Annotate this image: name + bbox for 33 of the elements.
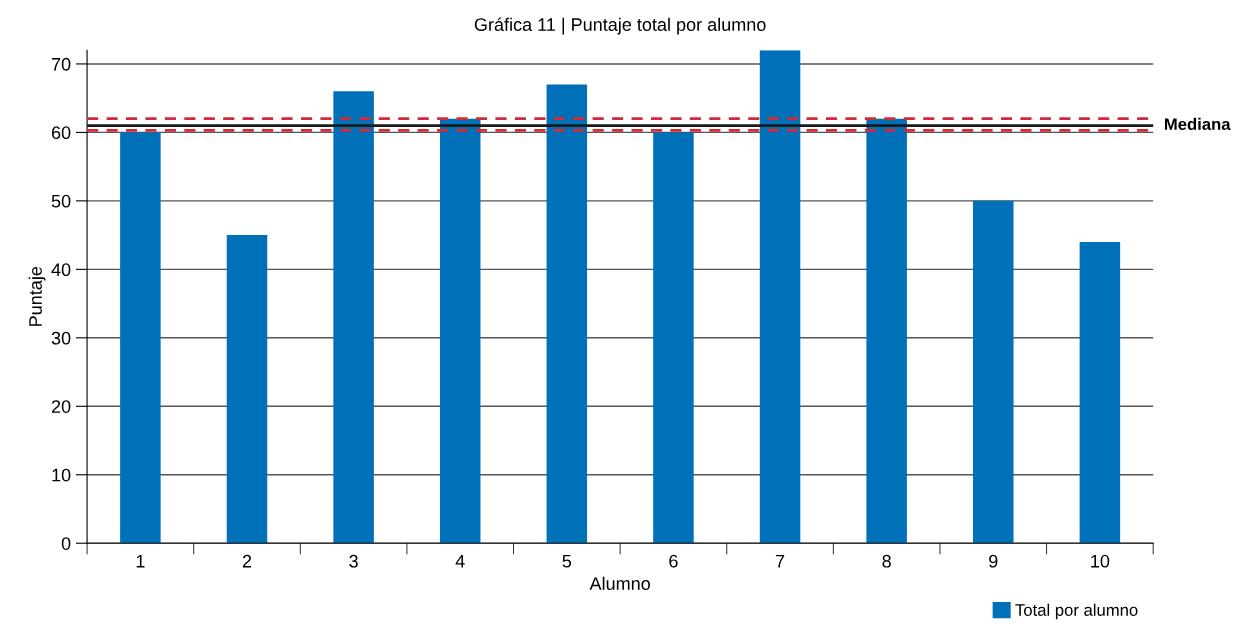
y-axis-title: Puntaje	[28, 266, 46, 326]
x-tick-label: 1	[136, 554, 145, 568]
bar	[226, 235, 268, 544]
bar	[759, 50, 801, 544]
bar	[333, 91, 374, 544]
x-tick-label: 8	[882, 554, 891, 568]
x-tick-label: 2	[242, 554, 252, 568]
bar	[120, 132, 161, 544]
x-axis-title: Alumno	[589, 576, 650, 590]
ref-line-label: Mediana	[1164, 117, 1231, 131]
y-tick-label: 50	[51, 194, 71, 208]
y-tick-label: 70	[51, 57, 71, 71]
y-tick-label: 20	[51, 400, 71, 413]
x-tick-label: 3	[349, 554, 358, 568]
bar	[439, 118, 481, 544]
x-tick-label: 5	[562, 554, 572, 568]
chart-title: Gráfica 11 | Puntaje total por alumno	[474, 17, 766, 35]
bar	[546, 84, 588, 544]
bar	[1079, 241, 1121, 544]
x-tick-label: 9	[989, 554, 998, 568]
bar	[973, 200, 1014, 544]
bar	[653, 132, 694, 544]
y-tick-label: 0	[61, 537, 71, 550]
x-tick-label: 4	[455, 554, 465, 568]
x-tick-label: 7	[775, 554, 785, 568]
y-tick-label: 60	[51, 126, 71, 140]
y-tick-label: 30	[51, 331, 71, 345]
y-tick-label: 40	[51, 263, 71, 277]
y-tick-label: 10	[52, 468, 71, 482]
x-tick-label: 6	[669, 554, 678, 568]
x-tick-label: 10	[1091, 554, 1110, 568]
bar	[866, 118, 907, 544]
legend-label: Total por alumno	[1015, 603, 1138, 620]
